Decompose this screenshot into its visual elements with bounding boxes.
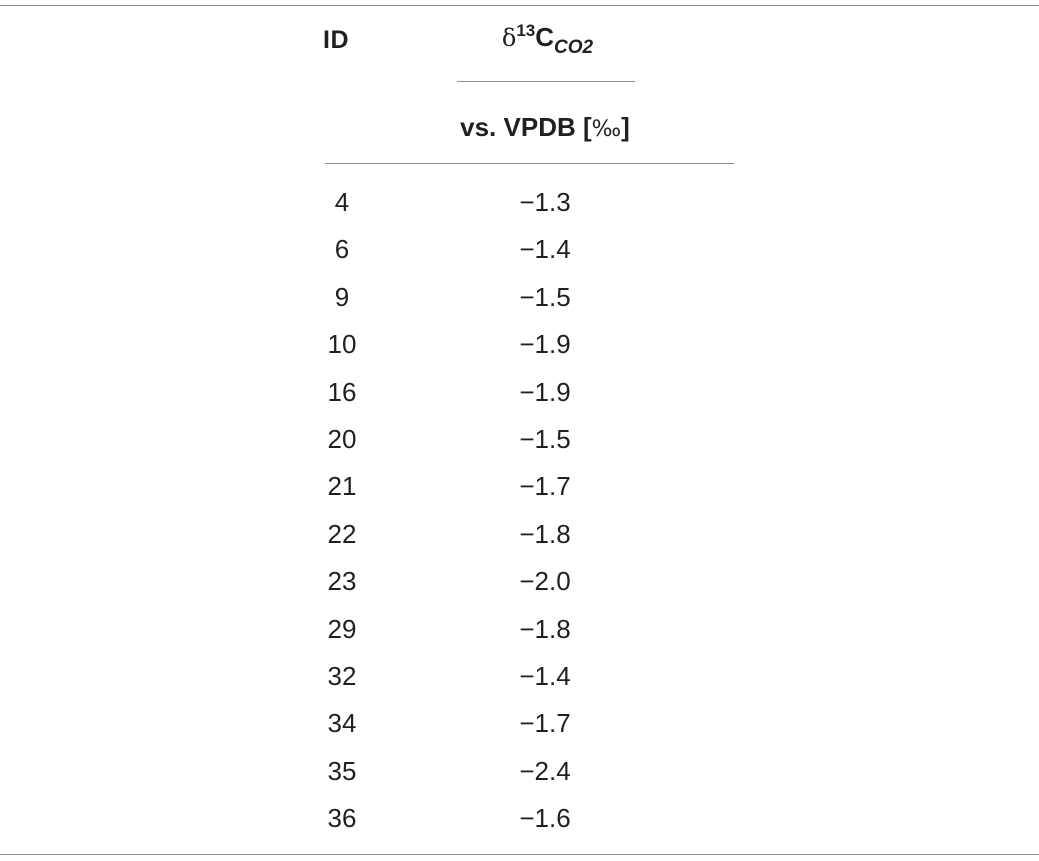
cell-id: 29 <box>327 613 357 644</box>
cell-delta13c: −1.9 <box>519 376 571 407</box>
column-header-id: ID <box>323 26 349 54</box>
header-bottom-rule <box>325 163 734 164</box>
unit-prefix: vs. VPDB [ <box>460 112 592 142</box>
cell-id: 35 <box>327 755 357 786</box>
table-row: 4 −1.3 <box>0 182 1039 229</box>
cell-id: 36 <box>327 803 357 834</box>
table-body: 4 −1.3 6 −1.4 9 −1.5 10 −1.9 16 −1.9 20 … <box>0 182 1039 845</box>
table-bottom-rule <box>0 854 1039 855</box>
table-row: 32 −1.4 <box>0 656 1039 703</box>
delta-element: C <box>535 22 555 52</box>
table-row: 29 −1.8 <box>0 609 1039 656</box>
delta-superscript: 13 <box>516 21 536 40</box>
cell-id: 6 <box>334 234 350 265</box>
cell-id: 16 <box>327 376 357 407</box>
cell-id: 21 <box>327 471 357 502</box>
cell-id: 20 <box>327 423 357 454</box>
cell-id: 10 <box>327 329 357 360</box>
cell-id: 22 <box>327 518 357 549</box>
cell-id: 32 <box>327 660 357 691</box>
cell-delta13c: −1.7 <box>519 708 571 739</box>
table-row: 22 −1.8 <box>0 514 1039 561</box>
cell-delta13c: −1.8 <box>519 518 571 549</box>
cell-delta13c: −1.5 <box>519 423 571 454</box>
delta-symbol: δ <box>501 24 517 52</box>
table-top-rule <box>0 5 1039 6</box>
delta-subscript: CO2 <box>554 37 594 58</box>
cell-delta13c: −1.3 <box>519 187 571 217</box>
cell-id: 4 <box>334 187 350 217</box>
column-header-delta13c: δ13CCO2 <box>460 21 635 58</box>
table-row: 20 −1.5 <box>0 419 1039 466</box>
cell-delta13c: −1.4 <box>519 660 571 691</box>
cell-delta13c: −1.4 <box>519 234 571 265</box>
cell-delta13c: −2.0 <box>519 566 571 597</box>
cell-delta13c: −1.7 <box>519 471 571 502</box>
permil-symbol: ‰ <box>591 117 622 142</box>
cell-delta13c: −1.9 <box>519 329 571 360</box>
unit-suffix: ] <box>621 112 630 142</box>
table-row: 16 −1.9 <box>0 372 1039 419</box>
cell-delta13c: −1.8 <box>519 613 571 644</box>
header-sub-rule <box>457 81 635 82</box>
column-header-unit: vs. VPDB [‰] <box>420 112 670 143</box>
cell-id: 9 <box>334 281 350 312</box>
cell-id: 23 <box>327 566 357 597</box>
cell-delta13c: −1.6 <box>519 803 571 834</box>
cell-delta13c: −2.4 <box>519 755 571 786</box>
cell-delta13c: −1.5 <box>519 281 571 312</box>
cell-id: 34 <box>327 708 357 739</box>
table-row: 10 −1.9 <box>0 324 1039 371</box>
table-row: 36 −1.6 <box>0 798 1039 845</box>
table-row: 6 −1.4 <box>0 229 1039 276</box>
table-row: 23 −2.0 <box>0 561 1039 608</box>
table-row: 35 −2.4 <box>0 751 1039 798</box>
table-row: 9 −1.5 <box>0 277 1039 324</box>
table-row: 34 −1.7 <box>0 703 1039 750</box>
table-row: 21 −1.7 <box>0 466 1039 513</box>
